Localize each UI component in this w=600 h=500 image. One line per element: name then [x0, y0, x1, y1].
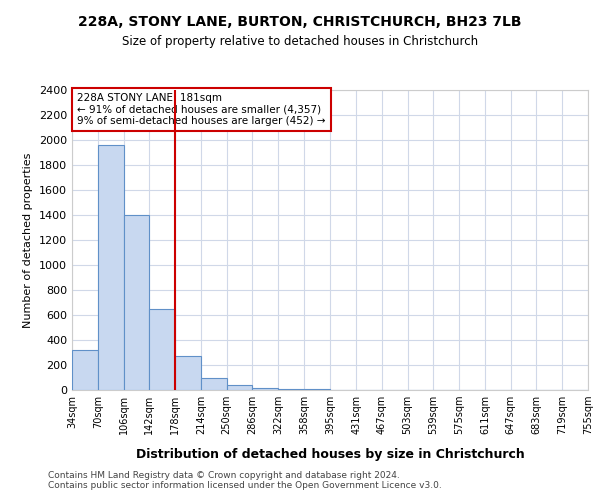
- Bar: [278, 389, 304, 390]
- Bar: [98, 145, 124, 390]
- X-axis label: Distribution of detached houses by size in Christchurch: Distribution of detached houses by size …: [136, 448, 524, 461]
- Bar: [149, 308, 175, 390]
- Text: Contains HM Land Registry data © Crown copyright and database right 2024.
Contai: Contains HM Land Registry data © Crown c…: [48, 470, 442, 490]
- Bar: [124, 215, 149, 390]
- Bar: [72, 350, 98, 390]
- Bar: [175, 356, 201, 390]
- Text: Size of property relative to detached houses in Christchurch: Size of property relative to detached ho…: [122, 35, 478, 48]
- Bar: [227, 385, 253, 390]
- Text: 228A, STONY LANE, BURTON, CHRISTCHURCH, BH23 7LB: 228A, STONY LANE, BURTON, CHRISTCHURCH, …: [78, 15, 522, 29]
- Text: 228A STONY LANE: 181sqm
← 91% of detached houses are smaller (4,357)
9% of semi-: 228A STONY LANE: 181sqm ← 91% of detache…: [77, 93, 326, 126]
- Y-axis label: Number of detached properties: Number of detached properties: [23, 152, 34, 328]
- Bar: [201, 378, 227, 390]
- Bar: [253, 388, 278, 390]
